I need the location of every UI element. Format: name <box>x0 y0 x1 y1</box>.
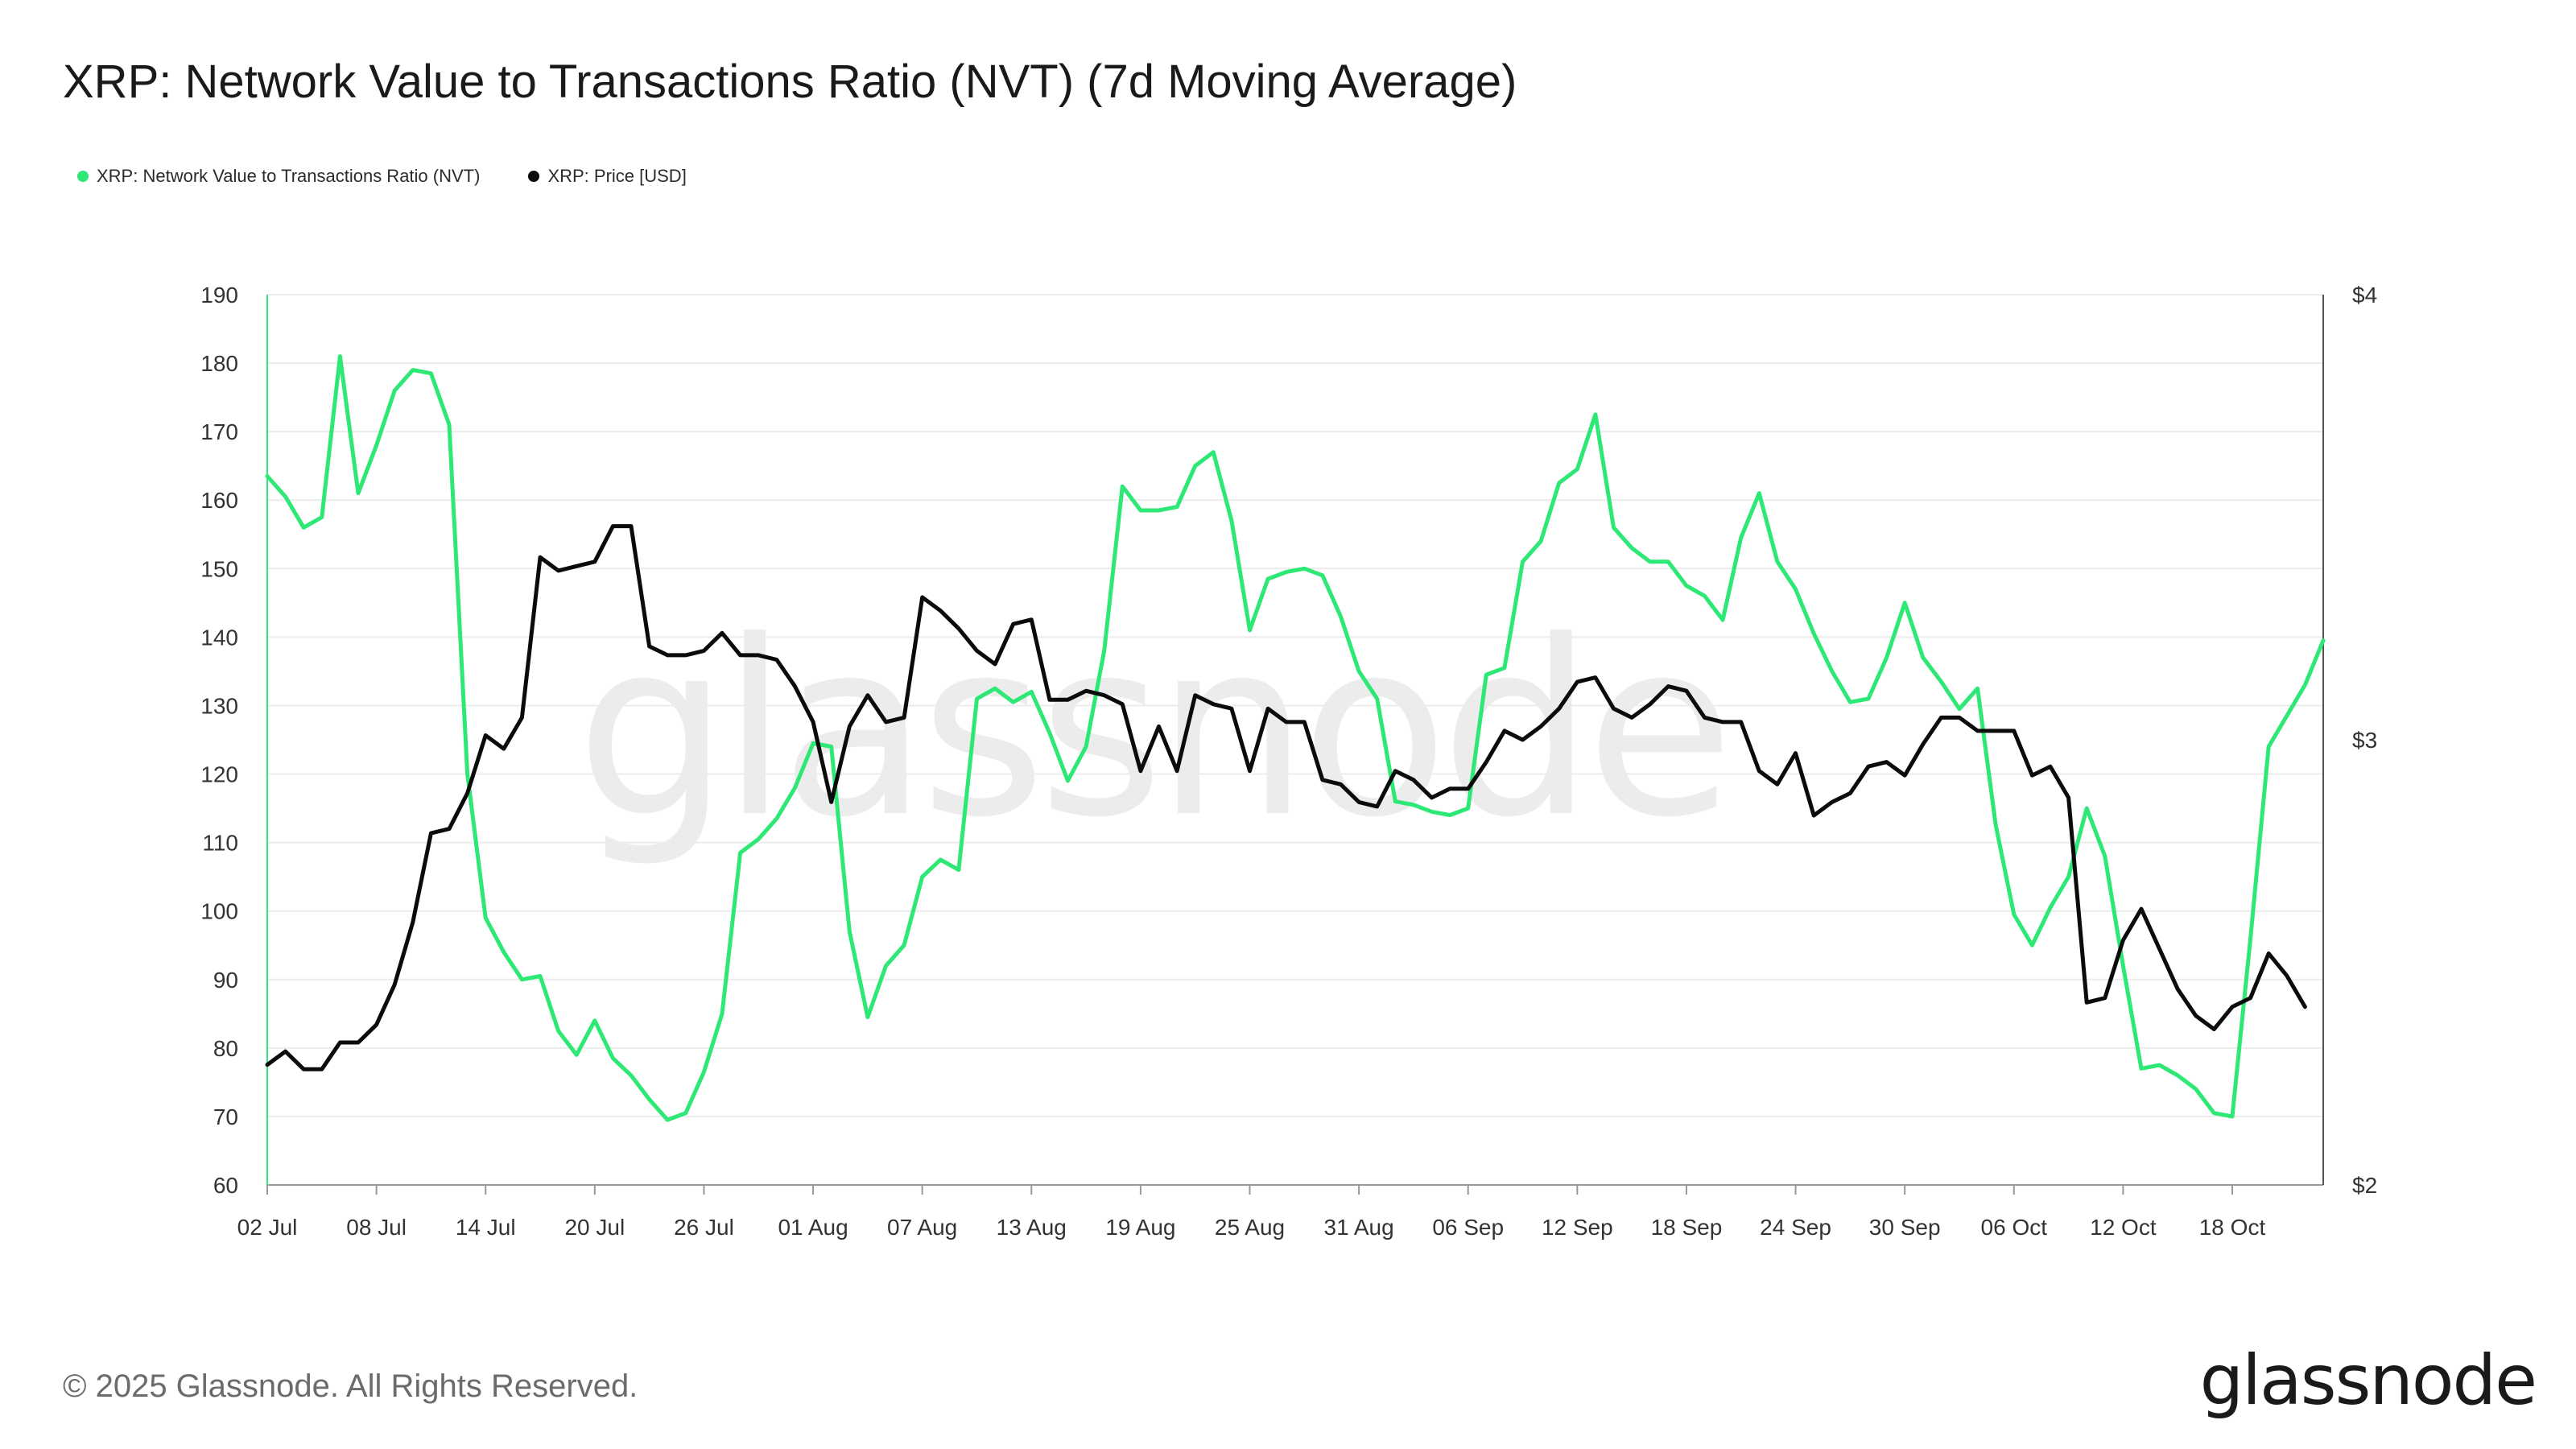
y-axis-left: 60 70 80 90 100 110 120 130 140 150 160 170 180 190 <box>200 283 238 1198</box>
y-left-tick-label: 110 <box>202 831 238 856</box>
x-tick-label: 18 Sep <box>1651 1215 1723 1240</box>
series-line-price <box>265 524 2307 1071</box>
x-axis: 02 Jul 08 Jul 14 Jul 20 Jul 26 Jul 01 Aug 07 A… <box>237 1185 2266 1240</box>
legend-label-price: XRP: Price [USD] <box>547 166 687 186</box>
y-left-tick-label: 190 <box>200 283 238 308</box>
x-tick-label: 01 Aug <box>778 1215 848 1240</box>
x-tick-label: 02 Jul <box>237 1215 298 1240</box>
y-axis-right: $2 $3 $4 <box>2352 283 2377 1198</box>
x-tick-label: 18 Oct <box>2199 1215 2266 1240</box>
x-tick-label: 13 Aug <box>997 1215 1067 1240</box>
y-left-tick-label: 80 <box>213 1036 238 1061</box>
x-tick-label: 12 Sep <box>1542 1215 1613 1240</box>
x-tick-label: 14 Jul <box>456 1215 516 1240</box>
y-left-tick-label: 120 <box>200 762 238 787</box>
y-left-tick-label: 90 <box>213 968 238 993</box>
brand-logo: glassnode <box>2199 1340 2537 1421</box>
y-left-tick-label: 140 <box>200 625 238 650</box>
x-tick-label: 24 Sep <box>1760 1215 1831 1240</box>
series-layer <box>265 354 2326 1122</box>
y-right-tick-label: $4 <box>2352 283 2377 308</box>
x-tick-label: 12 Oct <box>2090 1215 2157 1240</box>
copyright-notice: © 2025 Glassnode. All Rights Reserved. <box>63 1368 638 1404</box>
x-tick-label: 19 Aug <box>1105 1215 1175 1240</box>
x-tick-label: 25 Aug <box>1215 1215 1285 1240</box>
legend-item-nvt[interactable]: XRP: Network Value to Transactions Ratio… <box>77 166 480 187</box>
y-left-tick-label: 180 <box>200 351 238 376</box>
x-tick-label: 20 Jul <box>564 1215 625 1240</box>
legend-label-nvt: XRP: Network Value to Transactions Ratio… <box>97 166 481 186</box>
legend-marker-price <box>528 171 540 182</box>
axes <box>266 295 2324 1186</box>
x-tick-label: 08 Jul <box>346 1215 407 1240</box>
x-tick-label: 30 Sep <box>1869 1215 1941 1240</box>
x-tick-label: 26 Jul <box>674 1215 734 1240</box>
x-tick-label: 06 Sep <box>1432 1215 1504 1240</box>
watermark: glassnode <box>576 589 1727 870</box>
series-line-nvt <box>265 354 2326 1122</box>
x-tick-label: 31 Aug <box>1324 1215 1394 1240</box>
y-left-tick-label: 130 <box>200 693 238 718</box>
y-left-tick-label: 70 <box>213 1104 238 1129</box>
y-left-tick-label: 100 <box>200 899 238 924</box>
chart-legend: XRP: Network Value to Transactions Ratio… <box>77 166 687 187</box>
y-left-tick-label: 60 <box>213 1173 238 1198</box>
legend-marker-nvt <box>77 171 89 182</box>
y-left-tick-label: 160 <box>200 488 238 513</box>
chart-title: XRP: Network Value to Transactions Ratio… <box>63 56 1517 108</box>
y-right-tick-label: $3 <box>2352 728 2377 753</box>
x-tick-label: 07 Aug <box>887 1215 957 1240</box>
y-left-tick-label: 150 <box>200 556 238 581</box>
x-tick-label: 06 Oct <box>1981 1215 2048 1240</box>
legend-item-price[interactable]: XRP: Price [USD] <box>528 166 687 187</box>
y-left-tick-label: 170 <box>200 419 238 444</box>
y-right-tick-label: $2 <box>2352 1173 2377 1198</box>
